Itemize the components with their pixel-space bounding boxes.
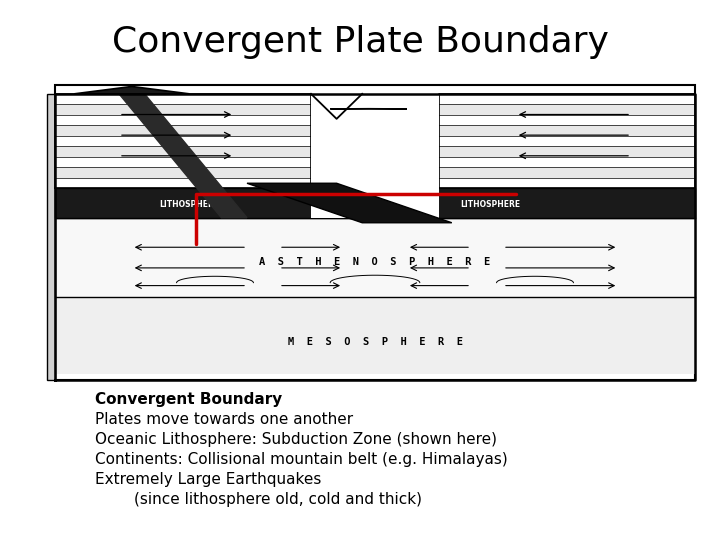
- Bar: [55, 178, 311, 188]
- Bar: [55, 157, 311, 167]
- Text: Convergent Plate Boundary: Convergent Plate Boundary: [112, 25, 608, 59]
- Bar: [439, 167, 695, 178]
- Polygon shape: [74, 86, 189, 94]
- Text: Plates move towards one another: Plates move towards one another: [95, 412, 353, 427]
- Bar: [439, 136, 695, 146]
- Text: LITHOSPHERE: LITHOSPHERE: [460, 200, 521, 209]
- Bar: [55, 85, 695, 380]
- Bar: [439, 104, 695, 115]
- Text: Extremely Large Earthquakes: Extremely Large Earthquakes: [95, 472, 321, 487]
- Bar: [55, 298, 695, 374]
- Text: LITHOSPHERE: LITHOSPHERE: [159, 200, 220, 209]
- Bar: [439, 178, 695, 188]
- Bar: [55, 136, 311, 146]
- Text: Oceanic Lithosphere: Subduction Zone (shown here): Oceanic Lithosphere: Subduction Zone (sh…: [95, 432, 497, 447]
- Bar: [439, 157, 695, 167]
- Bar: [439, 115, 695, 125]
- Bar: [439, 94, 695, 104]
- Text: M  E  S  O  S  P  H  E  R  E: M E S O S P H E R E: [287, 336, 462, 347]
- Bar: [55, 104, 311, 115]
- Text: Continents: Collisional mountain belt (e.g. Himalayas): Continents: Collisional mountain belt (e…: [95, 452, 508, 467]
- Text: (since lithosphere old, cold and thick): (since lithosphere old, cold and thick): [95, 492, 422, 507]
- Bar: [55, 125, 311, 136]
- Bar: [55, 146, 311, 157]
- Bar: [55, 218, 695, 298]
- Bar: [439, 125, 695, 136]
- Bar: [55, 115, 311, 125]
- Bar: [55, 167, 311, 178]
- Bar: [55, 94, 311, 104]
- Bar: [47, 94, 55, 380]
- Polygon shape: [55, 188, 695, 218]
- Text: A  S  T  H  E  N  O  S  P  H  E  R  E: A S T H E N O S P H E R E: [259, 257, 490, 267]
- Bar: [439, 146, 695, 157]
- Polygon shape: [247, 183, 452, 222]
- Text: Convergent Boundary: Convergent Boundary: [95, 392, 282, 407]
- Polygon shape: [119, 94, 247, 218]
- Bar: [311, 94, 439, 218]
